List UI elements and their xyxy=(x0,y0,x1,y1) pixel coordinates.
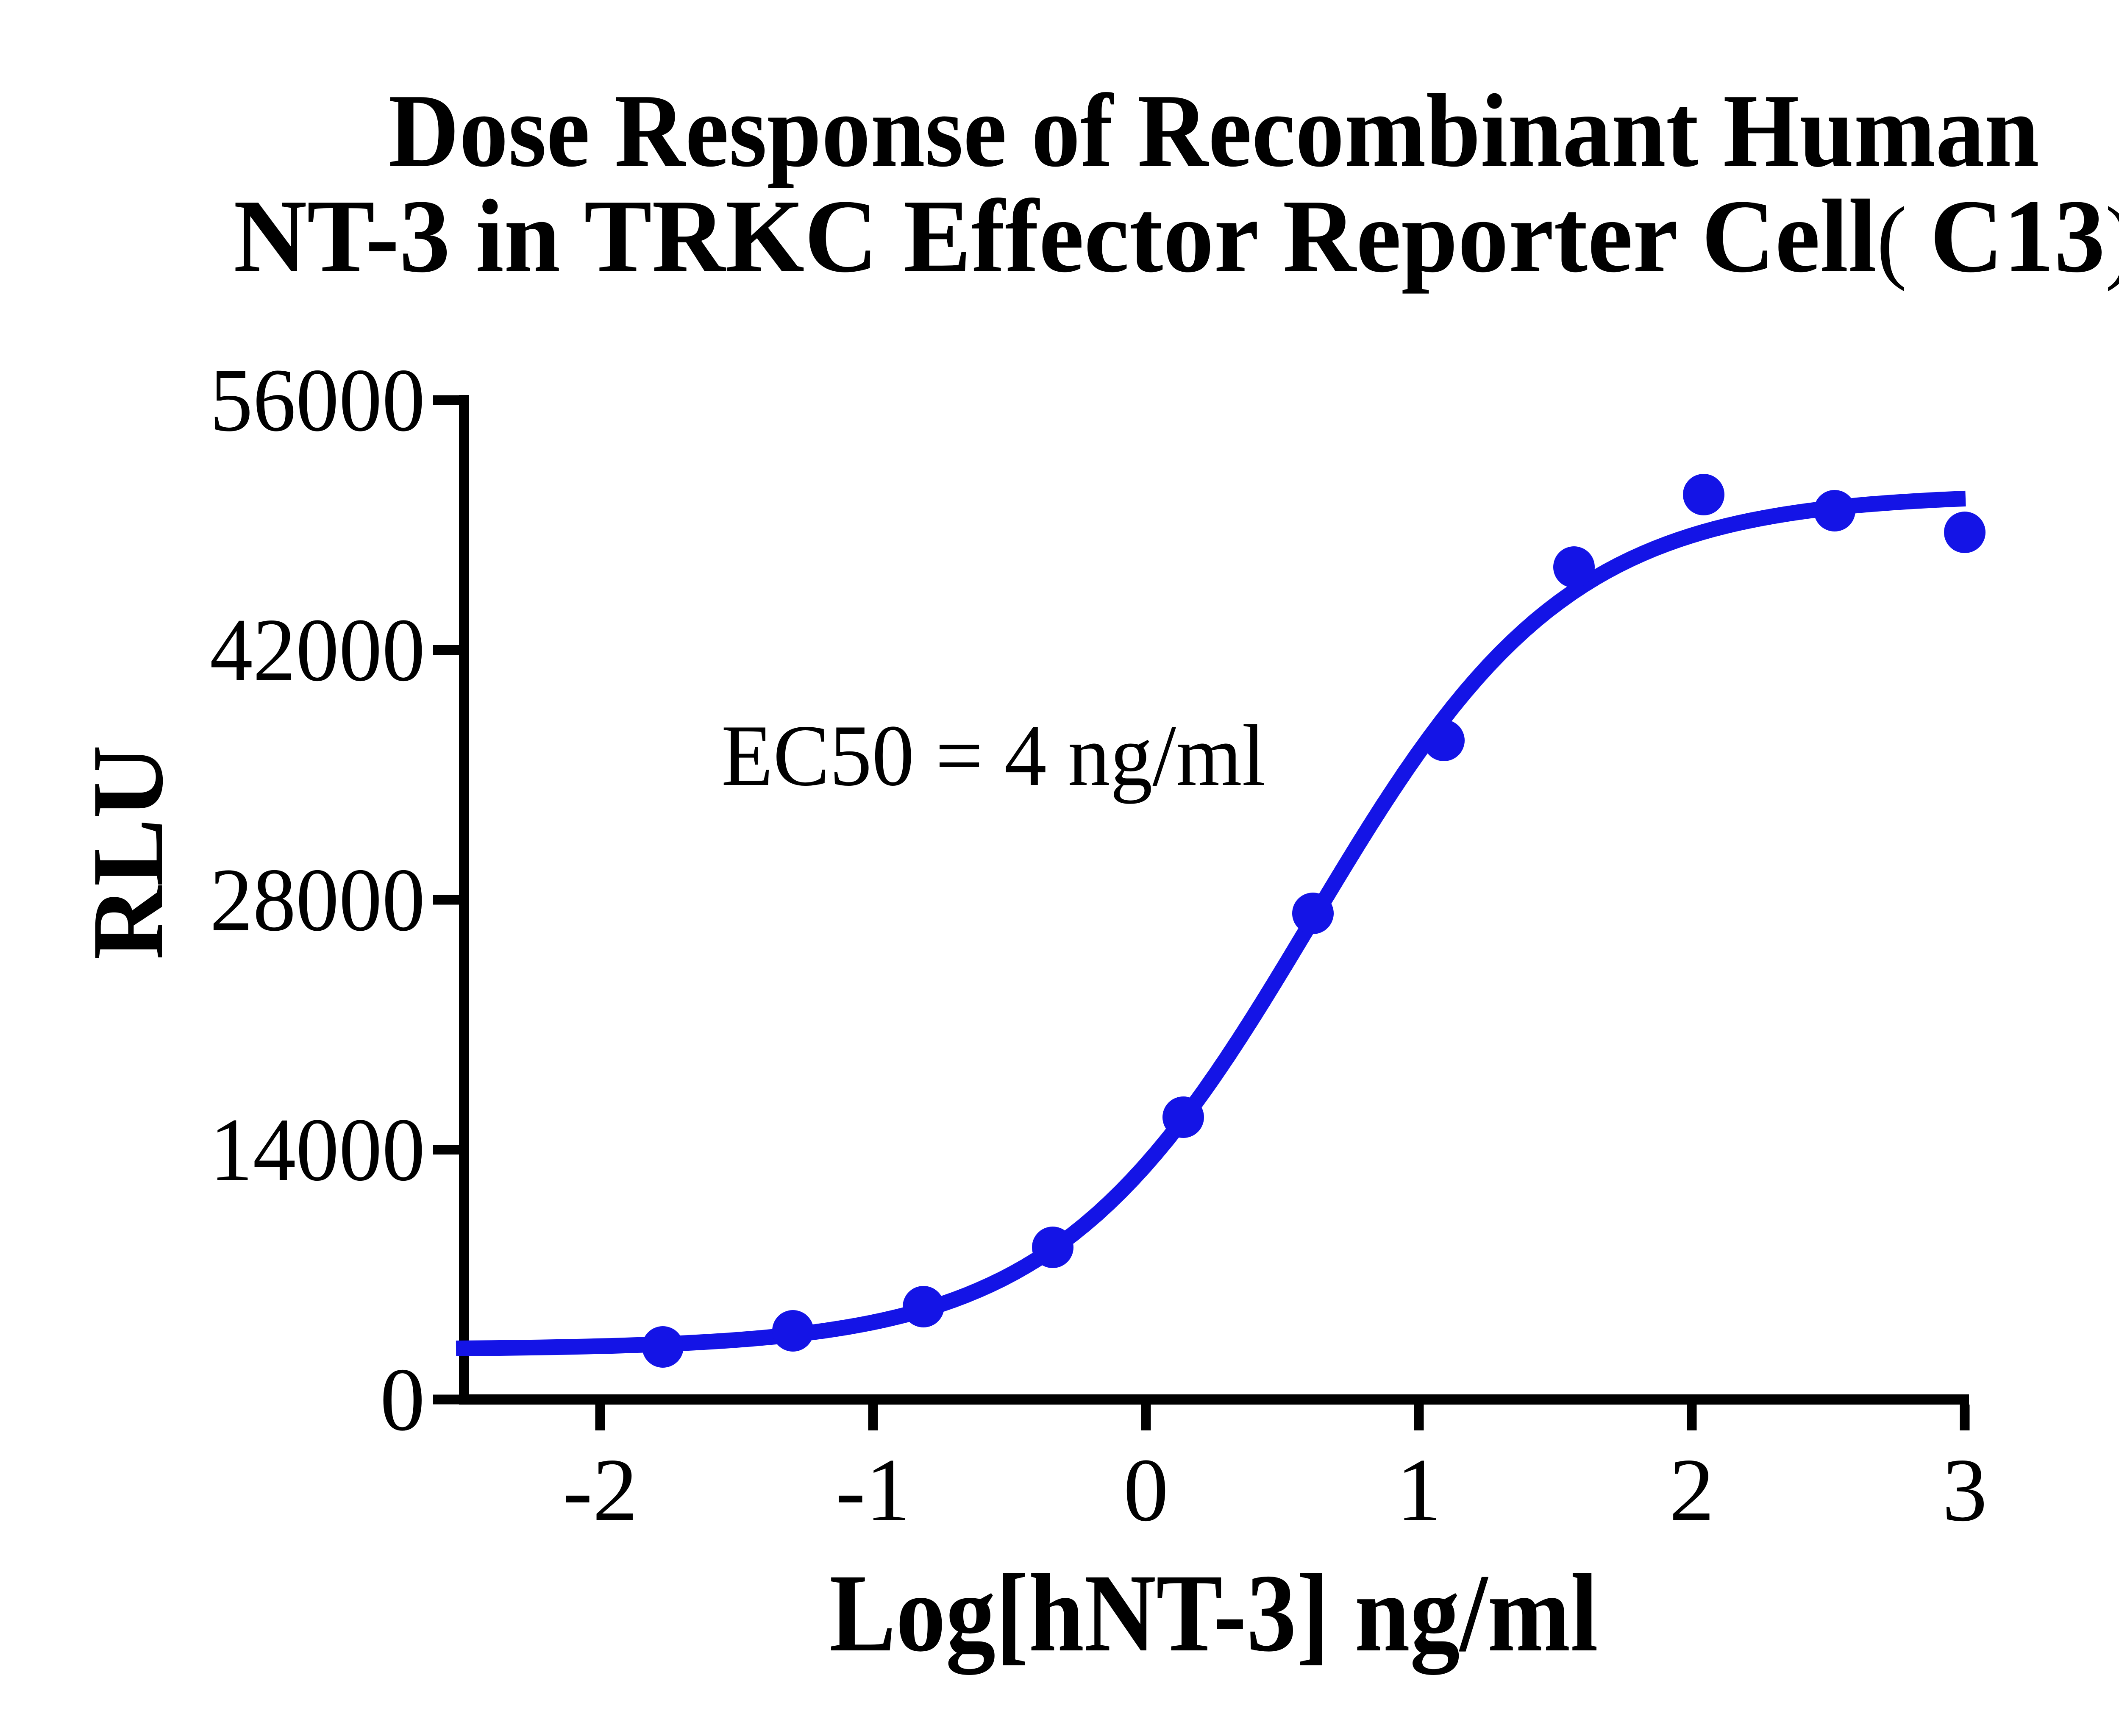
svg-text:0: 0 xyxy=(1123,1440,1169,1540)
svg-text:56000: 56000 xyxy=(210,351,425,451)
svg-text:RLU: RLU xyxy=(71,745,184,960)
svg-text:-2: -2 xyxy=(562,1440,637,1540)
svg-text:1: 1 xyxy=(1396,1440,1442,1540)
svg-text:Log[hNT-3] ng/ml: Log[hNT-3] ng/ml xyxy=(829,1551,1598,1677)
svg-text:28000: 28000 xyxy=(210,850,425,950)
svg-text:-1: -1 xyxy=(835,1440,910,1540)
svg-text:NT-3 in TRKC Effector Reporter: NT-3 in TRKC Effector Reporter Cell( C13… xyxy=(234,178,2119,294)
svg-text:14000: 14000 xyxy=(210,1100,425,1200)
svg-text:42000: 42000 xyxy=(210,600,425,700)
svg-text:EC50 = 4 ng/ml: EC50 = 4 ng/ml xyxy=(721,707,1265,804)
svg-text:3: 3 xyxy=(1942,1440,1988,1540)
svg-text:0: 0 xyxy=(380,1350,425,1450)
svg-text:2: 2 xyxy=(1669,1440,1715,1540)
svg-text:Dose Response of Recombinant H: Dose Response of Recombinant Human xyxy=(389,73,2039,189)
